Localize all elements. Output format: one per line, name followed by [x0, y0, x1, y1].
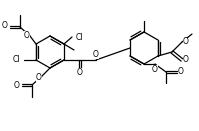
Text: O: O	[2, 21, 8, 31]
Text: O: O	[183, 37, 189, 47]
Text: O: O	[183, 56, 189, 64]
Text: O: O	[77, 68, 83, 77]
Text: Cl: Cl	[76, 32, 84, 42]
Text: O: O	[152, 65, 158, 74]
Text: O: O	[24, 31, 30, 40]
Text: Cl: Cl	[13, 56, 20, 64]
Text: O: O	[93, 50, 99, 59]
Text: O: O	[178, 67, 184, 77]
Text: O: O	[36, 72, 42, 81]
Text: O: O	[14, 81, 20, 91]
